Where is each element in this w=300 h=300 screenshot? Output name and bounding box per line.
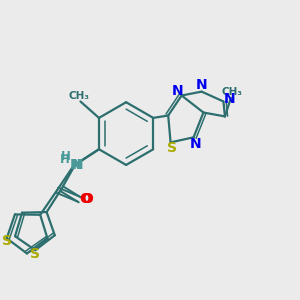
Text: N: N xyxy=(196,78,208,92)
Text: N: N xyxy=(171,84,183,98)
Text: S: S xyxy=(30,247,40,261)
Text: N: N xyxy=(224,92,236,106)
Text: N: N xyxy=(72,158,84,172)
Text: S: S xyxy=(167,141,177,155)
Text: N: N xyxy=(189,137,201,151)
Text: O: O xyxy=(79,191,91,206)
Text: O: O xyxy=(81,192,93,206)
Text: CH₃: CH₃ xyxy=(221,87,242,97)
Text: N: N xyxy=(70,158,82,172)
Text: H: H xyxy=(60,153,70,166)
Text: CH₃: CH₃ xyxy=(68,91,89,101)
Text: S: S xyxy=(2,234,12,248)
Text: H: H xyxy=(61,150,71,163)
